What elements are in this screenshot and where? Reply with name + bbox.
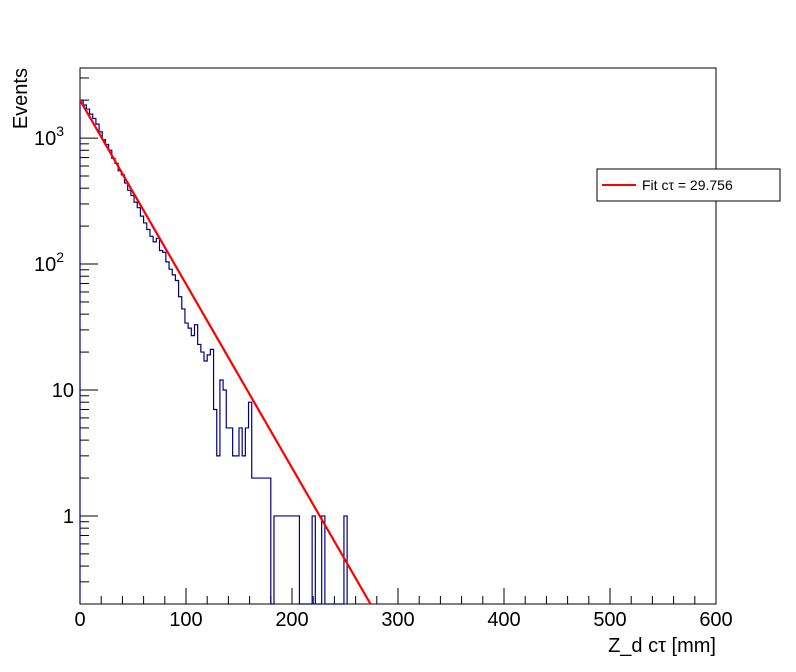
y-tick-label: 103	[34, 123, 64, 150]
histogram-step-line	[79, 99, 348, 605]
fit-curve	[79, 99, 372, 605]
y-tick-label: 10	[52, 380, 74, 402]
y-axis-ticks: 1 10 102 103	[34, 77, 98, 605]
x-axis-title: Z_d cτ [mm]	[608, 635, 716, 657]
y-tick-label: 1	[63, 506, 74, 528]
x-tick-label: 100	[169, 609, 202, 631]
x-tick-label: 200	[275, 609, 308, 631]
y-axis-title: Events	[10, 68, 32, 129]
x-tick-label: 600	[699, 609, 732, 631]
x-axis-ticks: 0 100 200 300 400 500 600	[74, 588, 733, 631]
plot-frame	[79, 67, 717, 605]
x-tick-label: 0	[74, 609, 85, 631]
x-tick-label: 500	[593, 609, 626, 631]
histogram-series	[79, 99, 348, 605]
y-tick-label: 102	[34, 249, 64, 276]
legend: Fit cτ = 29.756	[596, 168, 781, 202]
x-tick-label: 300	[381, 609, 414, 631]
legend-fit-label: Fit cτ = 29.756	[642, 177, 733, 193]
x-tick-label: 400	[487, 609, 520, 631]
fit-curve-group	[79, 99, 372, 605]
